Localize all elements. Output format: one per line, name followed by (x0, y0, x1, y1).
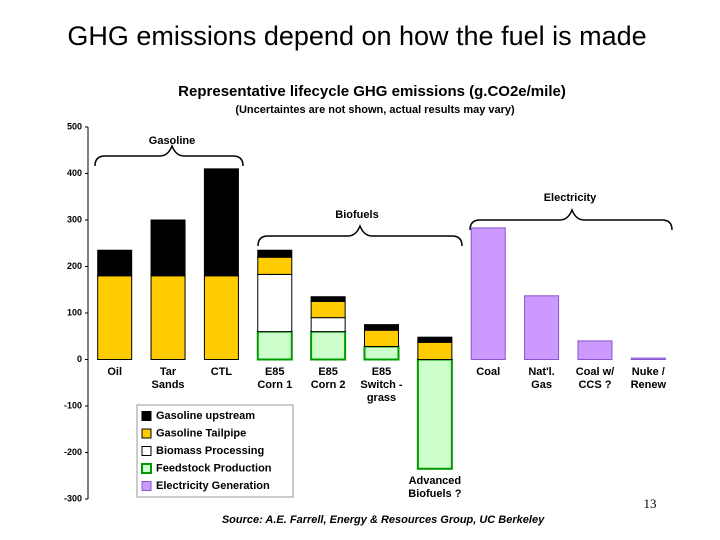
annotation: Gasoline (149, 135, 195, 147)
x-tick-label: E85 Switch - grass (360, 365, 403, 404)
bar-segment (256, 330, 293, 361)
y-tick-label: 0 (77, 354, 82, 364)
y-tick-label: 300 (67, 214, 82, 224)
bar-segment (363, 345, 400, 361)
bar-segment (310, 296, 346, 302)
legend-swatch (141, 411, 152, 421)
bracket (257, 223, 463, 247)
bar-segment (203, 275, 239, 360)
bar-segment (203, 168, 239, 277)
y-tick-label: -200 (64, 447, 82, 457)
bar-segment (364, 324, 399, 331)
legend (136, 404, 294, 498)
y-tick-label: 500 (67, 121, 82, 131)
annotation: Biofuels (335, 209, 378, 221)
x-tick-label: Coal (476, 365, 501, 378)
y-tick-label: -100 (64, 400, 82, 410)
x-tick-label: E85 Corn 2 (310, 365, 346, 391)
page-number: 13 (644, 496, 657, 511)
legend-swatch (141, 463, 152, 474)
legend-swatch (141, 428, 152, 439)
y-tick-label: 200 (67, 261, 82, 271)
x-tick-label: Oil (107, 365, 122, 378)
legend-swatch (141, 481, 152, 491)
bar-segment (417, 336, 453, 343)
y-tick-label: -300 (64, 493, 82, 503)
bar-segment (310, 300, 346, 319)
bar-segment (310, 317, 346, 333)
chart-subtitle: (Uncertaintes are not shown, actual resu… (235, 104, 515, 116)
x-tick-label: CTL (210, 365, 233, 378)
chart-title: Representative lifecycle GHG emissions (… (178, 83, 566, 100)
bar-segment (524, 295, 560, 361)
bar-segment (364, 329, 399, 347)
legend-label: Gasoline Tailpipe (156, 427, 246, 439)
bar-segment (577, 340, 613, 360)
annotation: Electricity (544, 192, 597, 204)
bar-segment (630, 357, 666, 361)
bracket (94, 143, 244, 167)
legend-label: Gasoline upstream (156, 410, 255, 422)
x-tick-label: Tar Sands (151, 365, 185, 391)
legend-label: Biomass Processing (156, 445, 264, 457)
bar-segment (417, 341, 453, 361)
y-tick-label: 100 (67, 307, 82, 317)
bracket (469, 207, 673, 231)
bar-segment (257, 273, 293, 333)
x-tick-label: E85 Corn 1 (257, 365, 293, 391)
bar-segment (257, 249, 293, 258)
legend-label: Electricity Generation (156, 480, 270, 492)
bar-segment (97, 275, 133, 360)
source: Source: A.E. Farrell, Energy & Resources… (222, 514, 545, 526)
slide-title: GHG emissions depend on how the fuel is … (67, 21, 646, 51)
legend-label: Feedstock Production (156, 462, 272, 474)
bar-segment (257, 256, 293, 275)
y-tick-label: 400 (67, 168, 82, 178)
x-tick-label: Nuke / Renew (630, 365, 667, 391)
x-tick-label: Nat'l. Gas (528, 365, 555, 391)
bar-segment (470, 227, 506, 360)
bar-segment (150, 275, 186, 360)
x-tick-label: Advanced Biofuels ? (408, 474, 462, 500)
bar-segment (416, 358, 453, 470)
bar-segment (310, 330, 347, 361)
x-tick-label: Coal w/ CCS ? (575, 365, 615, 391)
bar-segment (150, 219, 186, 277)
legend-swatch (141, 446, 152, 456)
bar-segment (97, 249, 133, 277)
